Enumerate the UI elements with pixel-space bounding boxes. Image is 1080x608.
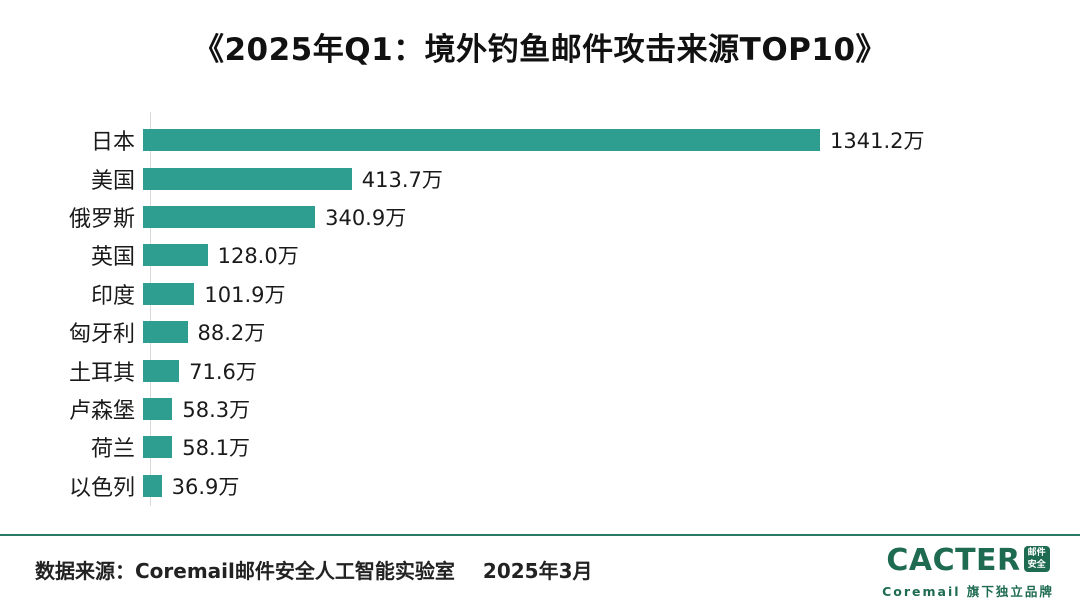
bar bbox=[143, 436, 173, 459]
bar-row: 俄罗斯 340.9万 bbox=[35, 198, 1045, 236]
bar-row: 以色列 36.9万 bbox=[35, 467, 1045, 505]
badge-line2: 安全 bbox=[1027, 560, 1046, 570]
logo-badge-icon: 邮件 安全 bbox=[1023, 546, 1050, 572]
data-source-text: 数据来源：Coremail邮件安全人工智能实验室 2025年3月 bbox=[35, 555, 593, 584]
bar bbox=[143, 129, 820, 152]
bar-area: 58.1万 bbox=[143, 432, 1045, 462]
bar bbox=[143, 167, 352, 190]
bar bbox=[143, 474, 162, 497]
bar-area: 58.3万 bbox=[143, 394, 1045, 424]
value-label: 340.9万 bbox=[325, 205, 407, 230]
bar-area: 340.9万 bbox=[143, 202, 1045, 232]
value-label: 36.9万 bbox=[171, 474, 240, 499]
bar-chart: 日本 1341.2万美国 413.7万俄罗斯 340.9万英国 128.0万印度 101.… bbox=[35, 112, 1045, 512]
value-label: 128.0万 bbox=[217, 244, 299, 269]
bar-area: 88.2万 bbox=[143, 317, 1045, 347]
category-label: 卢森堡 bbox=[68, 398, 135, 424]
bar bbox=[143, 359, 180, 382]
bar-area: 101.9万 bbox=[143, 279, 1045, 309]
value-label: 58.3万 bbox=[182, 397, 251, 422]
value-label: 71.6万 bbox=[189, 359, 257, 384]
category-label: 俄罗斯 bbox=[68, 206, 135, 232]
chart-rows: 日本 1341.2万美国 413.7万俄罗斯 340.9万英国 128.0万印度 101.… bbox=[35, 121, 1045, 505]
footer-divider bbox=[0, 534, 1080, 536]
category-label: 印度 bbox=[90, 283, 135, 309]
value-label: 58.1万 bbox=[182, 436, 251, 461]
category-label: 英国 bbox=[90, 245, 135, 271]
bar-row: 印度 101.9万 bbox=[35, 275, 1045, 313]
logo-brand-text: CACTER bbox=[886, 543, 1021, 578]
bar-area: 413.7万 bbox=[143, 164, 1045, 194]
category-label: 日本 bbox=[90, 130, 135, 156]
badge-line1: 邮件 bbox=[1027, 548, 1046, 558]
category-label: 荷兰 bbox=[90, 437, 135, 463]
bar bbox=[143, 244, 208, 267]
value-label: 101.9万 bbox=[204, 282, 286, 307]
value-label: 1341.2万 bbox=[830, 129, 925, 154]
logo-subtitle: Coremail 旗下独立品牌 bbox=[882, 584, 1054, 599]
cacter-logo: CACTER 邮件 安全 Coremail 旗下独立品牌 bbox=[872, 546, 1064, 600]
bar-area: 1341.2万 bbox=[143, 125, 1045, 155]
y-axis-line bbox=[150, 112, 151, 506]
bar-row: 日本 1341.2万 bbox=[35, 121, 1045, 159]
bar-row: 英国 128.0万 bbox=[35, 236, 1045, 274]
category-label: 匈牙利 bbox=[68, 322, 135, 348]
value-label: 88.2万 bbox=[197, 321, 266, 346]
bar bbox=[143, 205, 316, 228]
date-label: 2025年3月 bbox=[482, 559, 593, 583]
bar bbox=[143, 397, 173, 420]
bar-area: 128.0万 bbox=[143, 240, 1045, 270]
source-label: 数据来源：Coremail邮件安全人工智能实验室 bbox=[35, 559, 455, 583]
page-title: 《2025年Q1：境外钓鱼邮件攻击来源TOP10》 bbox=[192, 32, 888, 68]
bar-row: 美国 413.7万 bbox=[35, 159, 1045, 197]
value-label: 413.7万 bbox=[361, 167, 443, 192]
category-label: 美国 bbox=[90, 168, 135, 194]
bar-area: 36.9万 bbox=[143, 471, 1045, 501]
bar-row: 卢森堡 58.3万 bbox=[35, 390, 1045, 428]
bar bbox=[143, 321, 188, 344]
category-label: 以色列 bbox=[68, 475, 135, 501]
bar-row: 荷兰 58.1万 bbox=[35, 428, 1045, 466]
bar-row: 土耳其 71.6万 bbox=[35, 351, 1045, 389]
bar bbox=[143, 282, 195, 305]
bar-row: 匈牙利 88.2万 bbox=[35, 313, 1045, 351]
category-label: 土耳其 bbox=[68, 360, 135, 386]
bar-area: 71.6万 bbox=[143, 356, 1045, 386]
